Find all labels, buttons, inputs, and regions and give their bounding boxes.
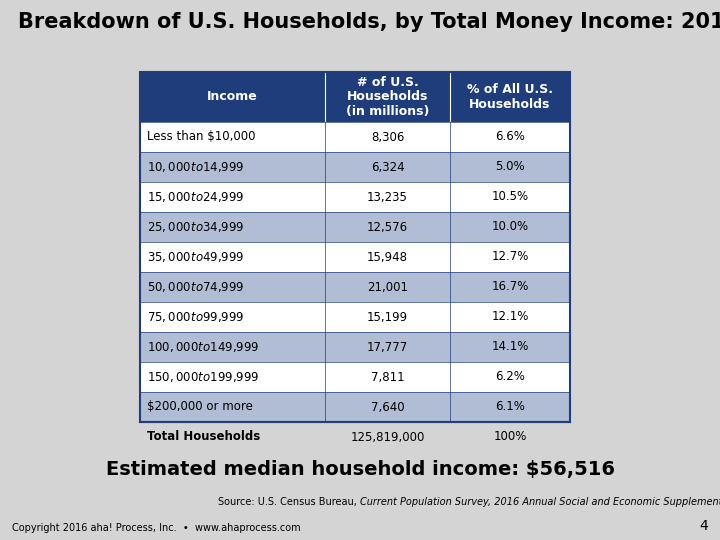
Text: 8,306: 8,306 (371, 131, 404, 144)
Text: 10.5%: 10.5% (492, 191, 528, 204)
Text: 5.0%: 5.0% (495, 160, 525, 173)
Text: 4: 4 (699, 519, 708, 533)
Text: 13,235: 13,235 (367, 191, 408, 204)
Text: Estimated median household income: $56,516: Estimated median household income: $56,5… (106, 461, 614, 480)
Text: 12.1%: 12.1% (491, 310, 528, 323)
Text: 21,001: 21,001 (367, 280, 408, 294)
Text: 6,324: 6,324 (371, 160, 405, 173)
Text: 12,576: 12,576 (367, 220, 408, 233)
Text: 15,199: 15,199 (367, 310, 408, 323)
Text: # of U.S.
Households
(in millions): # of U.S. Households (in millions) (346, 76, 429, 118)
Text: 7,640: 7,640 (371, 401, 405, 414)
Text: $75,000 to $99,999: $75,000 to $99,999 (147, 310, 245, 324)
Text: 17,777: 17,777 (367, 341, 408, 354)
Text: 125,819,000: 125,819,000 (351, 430, 425, 443)
Text: 14.1%: 14.1% (491, 341, 528, 354)
Text: 7,811: 7,811 (371, 370, 405, 383)
Text: $100,000 to $149,999: $100,000 to $149,999 (147, 340, 259, 354)
Text: Breakdown of U.S. Households, by Total Money Income: 2015: Breakdown of U.S. Households, by Total M… (18, 12, 720, 32)
Text: 10.0%: 10.0% (492, 220, 528, 233)
Text: Source: U.S. Census Bureau,: Source: U.S. Census Bureau, (218, 497, 360, 507)
Text: $200,000 or more: $200,000 or more (147, 401, 253, 414)
Text: 16.7%: 16.7% (491, 280, 528, 294)
Bar (140, 72, 570, 122)
Text: 100%: 100% (493, 430, 527, 443)
Text: 15,948: 15,948 (367, 251, 408, 264)
Text: Less than $10,000: Less than $10,000 (147, 131, 256, 144)
Bar (140, 182, 570, 212)
Text: % of All U.S.
Households: % of All U.S. Households (467, 83, 553, 111)
Bar (140, 362, 570, 392)
Bar (140, 332, 570, 362)
Text: $50,000 to $74,999: $50,000 to $74,999 (147, 280, 245, 294)
Bar (140, 272, 570, 302)
Text: 6.1%: 6.1% (495, 401, 525, 414)
Text: Current Population Survey, 2016 Annual Social and Economic Supplement.: Current Population Survey, 2016 Annual S… (360, 497, 720, 507)
Text: $150,000 to $199,999: $150,000 to $199,999 (147, 370, 259, 384)
Bar (140, 302, 570, 332)
Bar (140, 72, 570, 422)
Bar (140, 242, 570, 272)
Bar (140, 152, 570, 182)
Text: $35,000 to $49,999: $35,000 to $49,999 (147, 250, 245, 264)
Text: $25,000 to $34,999: $25,000 to $34,999 (147, 220, 245, 234)
Text: 6.6%: 6.6% (495, 131, 525, 144)
Text: $15,000 to $24,999: $15,000 to $24,999 (147, 190, 245, 204)
Text: Copyright 2016 aha! Process, Inc.  •  www.ahaprocess.com: Copyright 2016 aha! Process, Inc. • www.… (12, 523, 301, 533)
Text: $10,000 to $14,999: $10,000 to $14,999 (147, 160, 245, 174)
Text: Total Households: Total Households (147, 430, 260, 443)
Text: 6.2%: 6.2% (495, 370, 525, 383)
Text: Income: Income (207, 91, 258, 104)
Bar (140, 392, 570, 422)
Text: 12.7%: 12.7% (491, 251, 528, 264)
Bar (140, 212, 570, 242)
Bar (140, 122, 570, 152)
